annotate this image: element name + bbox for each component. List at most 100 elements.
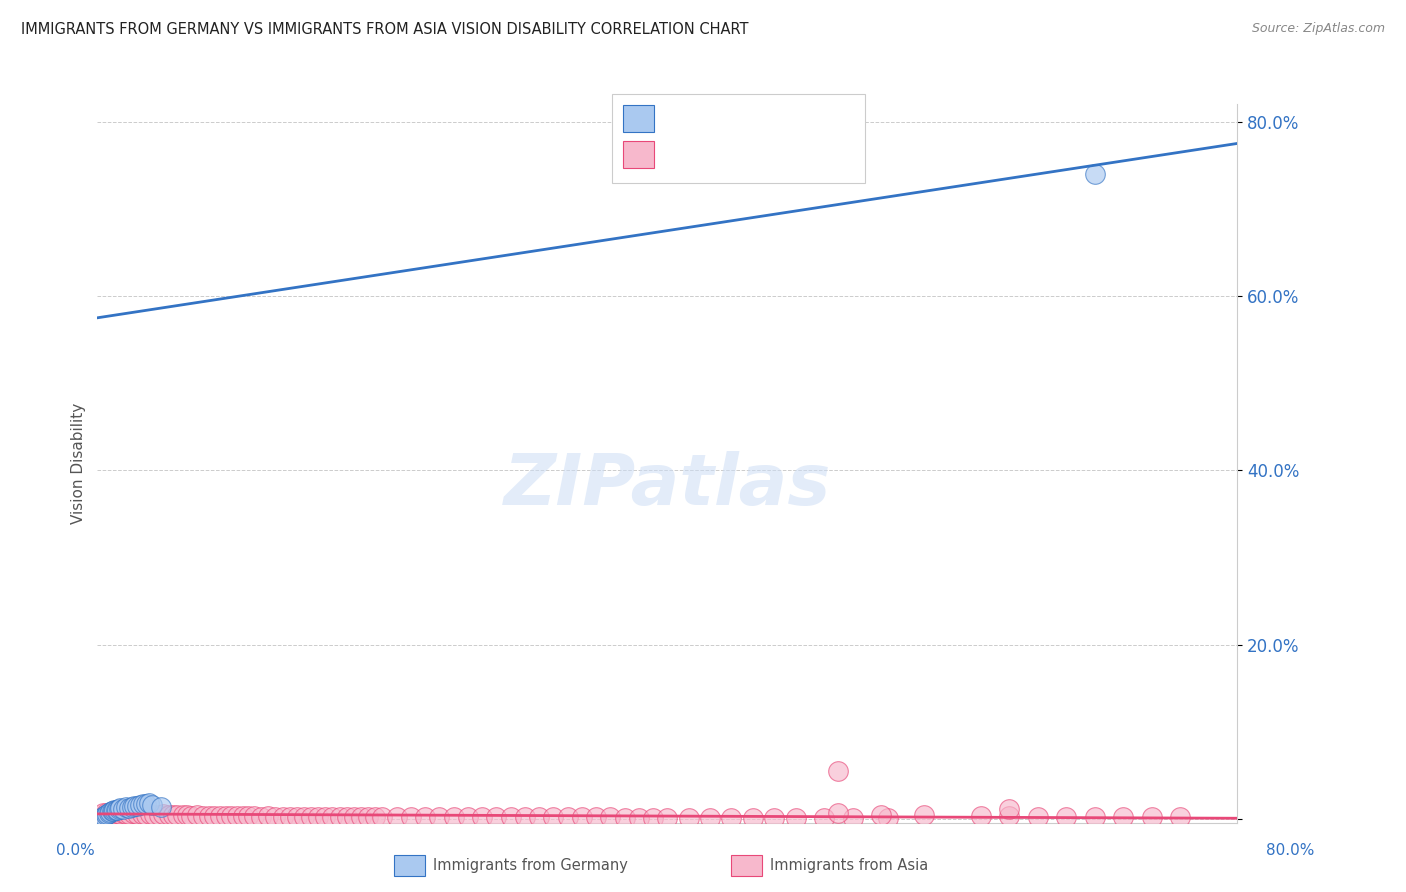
Point <box>162 807 184 822</box>
Point <box>103 804 125 818</box>
Point <box>499 810 522 824</box>
Point <box>613 811 636 825</box>
Point <box>97 806 120 821</box>
Point <box>513 810 536 824</box>
Point <box>157 807 180 822</box>
Point <box>105 803 128 817</box>
Point <box>299 809 322 823</box>
Point <box>108 806 131 821</box>
Point <box>527 810 550 824</box>
Point <box>443 810 465 824</box>
Point <box>250 809 273 823</box>
Point <box>357 810 380 824</box>
Point <box>100 805 122 820</box>
Text: R =: R = <box>665 112 693 126</box>
Point <box>1084 809 1107 823</box>
Point <box>741 811 763 825</box>
Point <box>97 805 120 820</box>
Text: Immigrants from Asia: Immigrants from Asia <box>770 858 929 872</box>
Point <box>186 807 208 822</box>
Text: ZIPatlas: ZIPatlas <box>503 451 831 520</box>
Point <box>827 764 849 779</box>
Point <box>264 809 287 823</box>
Point <box>180 808 202 822</box>
Point <box>585 810 607 824</box>
Point <box>91 809 114 823</box>
Point <box>115 806 138 821</box>
Point <box>115 800 138 814</box>
Point <box>150 800 173 814</box>
Text: N =: N = <box>766 147 796 161</box>
Point <box>970 808 993 822</box>
Point <box>827 805 849 820</box>
Point <box>485 810 508 824</box>
Point <box>197 808 219 822</box>
Point <box>385 810 408 824</box>
Point <box>1084 167 1107 181</box>
Point <box>371 810 394 824</box>
Point <box>94 805 117 820</box>
Point <box>877 811 900 825</box>
Point <box>127 799 149 814</box>
Point <box>221 808 243 822</box>
Point <box>1170 810 1192 824</box>
Text: 26: 26 <box>808 112 830 126</box>
Point <box>1026 809 1049 823</box>
Point <box>121 800 143 814</box>
Text: 103: 103 <box>808 147 841 161</box>
Point <box>257 808 280 822</box>
Point <box>152 806 174 821</box>
Text: IMMIGRANTS FROM GERMANY VS IMMIGRANTS FROM ASIA VISION DISABILITY CORRELATION CH: IMMIGRANTS FROM GERMANY VS IMMIGRANTS FR… <box>21 22 748 37</box>
Point <box>543 810 565 824</box>
Point <box>91 805 114 820</box>
Text: R =: R = <box>665 147 693 161</box>
Point <box>1112 809 1135 823</box>
Point <box>307 809 329 823</box>
Point <box>427 810 450 824</box>
Point <box>343 809 366 823</box>
Point <box>96 806 118 821</box>
Text: 0.0%: 0.0% <box>56 843 96 858</box>
Point <box>135 797 157 812</box>
Point <box>285 809 308 823</box>
Point <box>98 805 121 819</box>
Point <box>329 809 352 823</box>
Point <box>627 811 650 825</box>
Point <box>111 805 134 820</box>
Point <box>129 798 152 813</box>
Point <box>118 806 141 821</box>
Point <box>399 810 422 824</box>
Point <box>232 808 254 822</box>
Point <box>657 811 679 825</box>
Point <box>243 808 266 822</box>
Point <box>271 809 294 823</box>
Point <box>131 806 153 821</box>
Point <box>350 809 373 823</box>
Point <box>998 808 1021 822</box>
Point <box>94 807 117 822</box>
Point <box>135 807 157 822</box>
Text: N =: N = <box>766 112 796 126</box>
Point <box>998 802 1021 816</box>
Point <box>763 811 786 825</box>
Point <box>457 810 479 824</box>
Text: 80.0%: 80.0% <box>1267 843 1315 858</box>
Point <box>292 809 315 823</box>
Point <box>314 809 336 823</box>
Point <box>278 809 301 823</box>
Point <box>107 802 129 816</box>
Point <box>571 810 593 824</box>
Point <box>124 799 146 814</box>
Point <box>813 811 835 825</box>
Text: 0.925: 0.925 <box>707 112 755 126</box>
Point <box>678 811 700 825</box>
Point <box>141 798 163 813</box>
Y-axis label: Vision Disability: Vision Disability <box>72 403 86 524</box>
Point <box>202 808 225 822</box>
Point <box>108 801 131 815</box>
Point <box>699 811 721 825</box>
Point <box>413 810 436 824</box>
Point <box>720 811 742 825</box>
Point <box>785 811 807 825</box>
Point <box>111 802 134 816</box>
